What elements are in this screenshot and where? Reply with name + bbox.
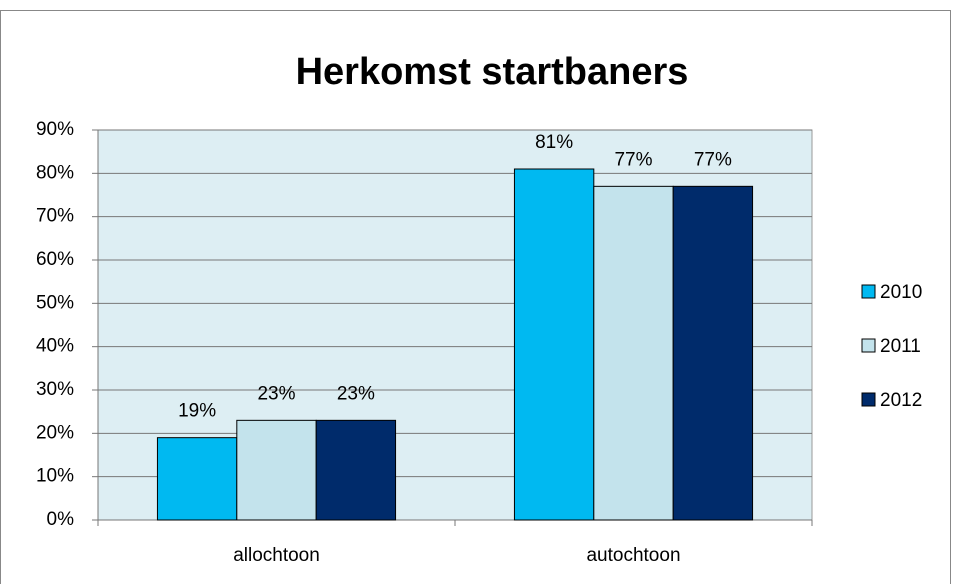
y-tick-label: 60% [36,249,74,270]
value-label: 77% [694,149,732,170]
chart-title: Herkomst startbaners [296,51,689,93]
value-label: 77% [614,149,652,170]
y-tick-label: 50% [36,292,74,313]
value-label: 19% [178,401,216,422]
y-tick-label: 30% [36,379,74,400]
value-label: 23% [337,383,375,404]
y-tick-label: 0% [47,509,75,530]
bar [156,437,238,521]
y-tick-label: 70% [36,206,74,227]
x-tick-label: allochtoon [233,545,320,566]
legend-swatch [861,338,876,353]
value-label: 81% [535,132,573,153]
legend-label: 2012 [880,390,922,411]
bar [513,168,595,521]
bar [315,419,397,521]
legend-label: 2011 [880,336,921,357]
y-tick-label: 20% [36,422,74,443]
y-tick-label: 10% [36,466,74,487]
y-tick-label: 40% [36,336,74,357]
value-label: 23% [257,383,295,404]
legend-swatch [861,284,876,299]
bar [593,185,674,521]
legend-label: 2010 [880,282,922,303]
y-tick-label: 80% [36,162,74,183]
bar [236,419,317,521]
y-tick-label: 90% [36,119,74,140]
x-tick-label: autochtoon [586,545,680,566]
legend-swatch [861,392,876,407]
bar [672,185,754,521]
